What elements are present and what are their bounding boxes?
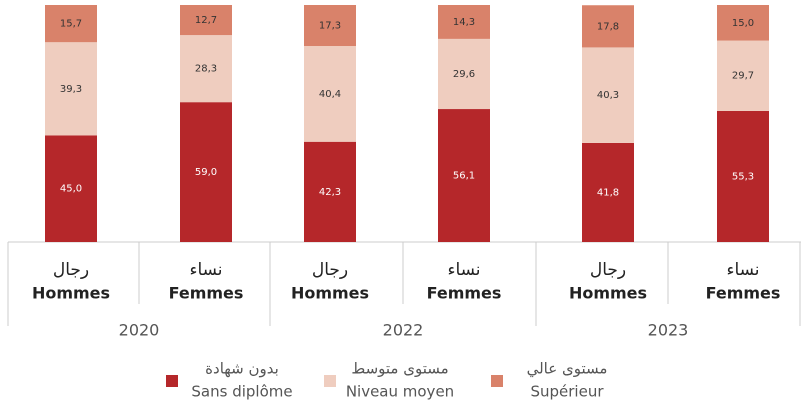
bar-segment <box>438 38 490 110</box>
value-label: 56,1 <box>453 171 475 182</box>
value-label: 41,8 <box>597 187 619 198</box>
bar-segment <box>180 5 232 36</box>
legend-label-ar: مستوى متوسط <box>351 360 448 378</box>
bar-segment <box>717 110 769 243</box>
bar-segment <box>582 142 634 242</box>
category-label-fr: Femmes <box>169 284 244 303</box>
category-label-ar: نساء <box>189 260 222 280</box>
value-label: 28,3 <box>195 64 217 75</box>
category-label-fr: Femmes <box>706 284 781 303</box>
value-label: 17,8 <box>597 21 619 32</box>
bar-segment <box>438 109 490 242</box>
value-label: 17,3 <box>319 21 341 32</box>
value-label: 42,3 <box>319 187 341 198</box>
value-label: 15,0 <box>732 18 754 29</box>
value-label: 29,7 <box>732 71 754 82</box>
bar-segment <box>717 40 769 111</box>
bar-segment <box>45 42 97 136</box>
legend-swatch <box>491 375 503 387</box>
legend-label: Supérieur <box>530 383 604 401</box>
bar-segment <box>180 35 232 103</box>
legend-label-ar: بدون شهادة <box>205 360 279 378</box>
value-label: 29,6 <box>453 69 475 80</box>
bar-segment <box>45 5 97 43</box>
category-label-ar: رجال <box>312 260 348 280</box>
legend-label: Sans diplôme <box>191 383 292 401</box>
bar-segment <box>717 5 769 41</box>
category-label-fr: Hommes <box>569 284 647 303</box>
group-label: 2020 <box>119 321 160 340</box>
value-label: 40,3 <box>597 90 619 101</box>
bar-segment <box>438 5 490 39</box>
bar-segment <box>304 141 356 242</box>
bar-segment <box>582 5 634 48</box>
bar-segment <box>45 135 97 242</box>
category-label-ar: نساء <box>726 260 759 280</box>
value-label: 14,3 <box>453 17 475 28</box>
value-label: 39,3 <box>60 84 82 95</box>
category-label-fr: Femmes <box>427 284 502 303</box>
legend-label-ar: مستوى عالي <box>527 360 608 379</box>
bar-segment <box>304 5 356 47</box>
group-label: 2023 <box>648 321 689 340</box>
value-label: 40,4 <box>319 89 341 100</box>
value-label: 59,0 <box>195 167 217 178</box>
category-label-fr: Hommes <box>291 284 369 303</box>
category-label-ar: نساء <box>447 260 480 280</box>
bar-segment <box>304 46 356 142</box>
value-label: 55,3 <box>732 171 754 182</box>
group-label: 2022 <box>383 321 424 340</box>
legend-swatch <box>324 375 336 387</box>
bar-segment <box>582 47 634 143</box>
value-label: 12,7 <box>195 15 217 26</box>
value-label: 45,0 <box>60 184 82 195</box>
axis-frame <box>7 241 801 326</box>
bar-segment <box>180 102 232 242</box>
legend-label: Niveau moyen <box>346 383 454 401</box>
category-label-ar: رجال <box>53 260 89 280</box>
category-label-ar: رجال <box>590 260 626 280</box>
legend-swatch <box>166 375 178 387</box>
value-label: 15,7 <box>60 19 82 30</box>
category-label-fr: Hommes <box>32 284 110 303</box>
